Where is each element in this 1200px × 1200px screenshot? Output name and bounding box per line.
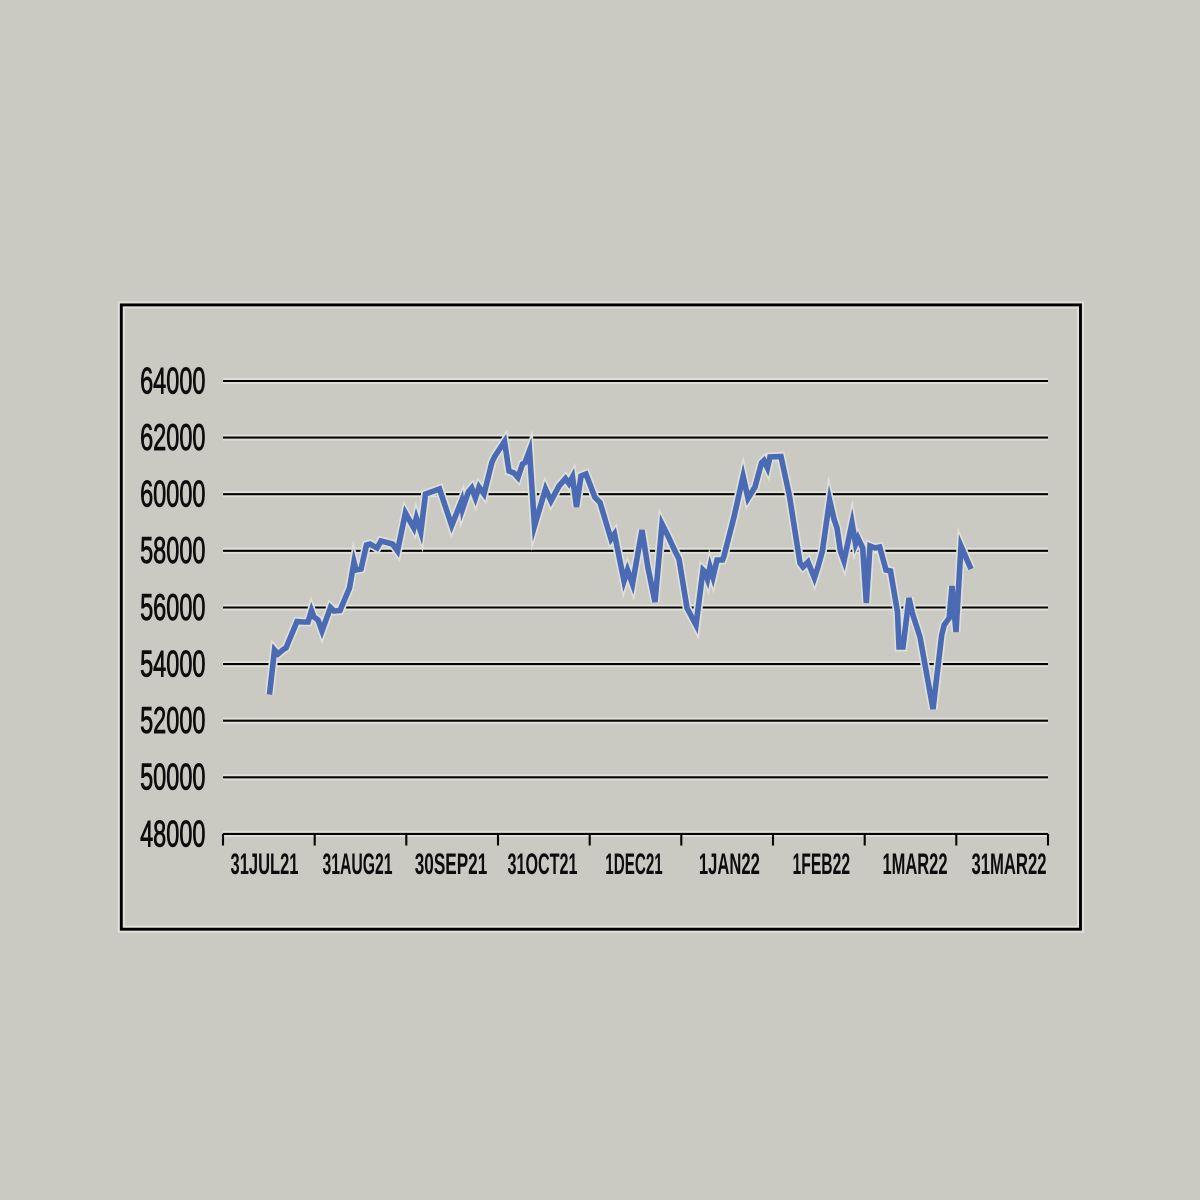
svg-text:1MAR22: 1MAR22 <box>883 848 948 881</box>
svg-text:58000: 58000 <box>140 530 205 571</box>
svg-text:60000: 60000 <box>140 474 205 515</box>
svg-text:64000: 64000 <box>140 360 205 401</box>
svg-text:31MAR22: 31MAR22 <box>972 848 1047 881</box>
svg-text:56000: 56000 <box>140 587 205 628</box>
svg-text:1JAN22: 1JAN22 <box>699 848 760 881</box>
svg-text:1DEC21: 1DEC21 <box>605 848 663 881</box>
svg-text:31OCT21: 31OCT21 <box>508 848 578 881</box>
svg-text:1FEB22: 1FEB22 <box>793 848 851 881</box>
svg-text:31AUG21: 31AUG21 <box>323 848 393 881</box>
svg-text:30SEP21: 30SEP21 <box>415 848 488 881</box>
svg-text:52000: 52000 <box>140 700 205 741</box>
svg-text:31JUL21: 31JUL21 <box>231 848 299 881</box>
svg-text:54000: 54000 <box>140 644 205 685</box>
svg-text:62000: 62000 <box>140 417 205 458</box>
svg-text:48000: 48000 <box>140 813 205 854</box>
svg-text:50000: 50000 <box>140 757 205 798</box>
